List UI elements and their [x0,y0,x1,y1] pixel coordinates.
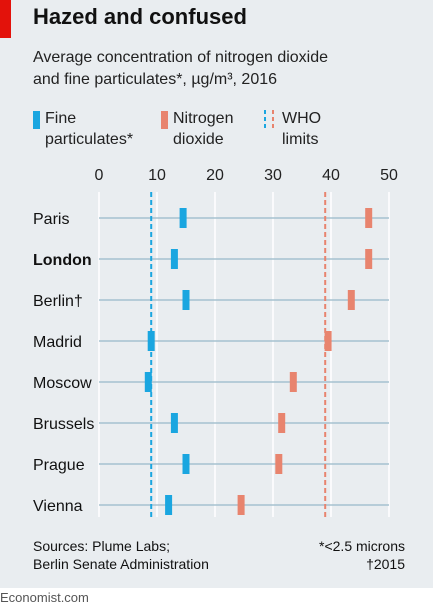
chart-sources: Sources: Plume Labs; Berlin Senate Admin… [33,538,209,572]
chart-title: Hazed and confused [33,4,247,29]
x-tick-label: 40 [322,167,340,184]
category-label: Berlin† [33,293,83,310]
category-label: Prague [33,457,85,474]
subtitle-line-1: Average concentration of nitrogen dioxid… [33,49,329,66]
x-tick-label: 20 [206,167,224,184]
fine-particulates-marker [147,331,155,351]
legend-fine-label: Fine particulates* [45,110,134,148]
fine-particulates-marker [170,413,178,433]
fine-particulates-marker [182,290,190,310]
nitrogen-dioxide-marker [365,249,373,269]
nitrogen-dioxide-marker [237,495,245,515]
category-label: Brussels [33,416,94,433]
nitrogen-dioxide-marker [289,372,297,392]
category-label: London [33,252,92,269]
legend-no2-label: Nitrogen dioxide [173,110,234,148]
fine-particulates-marker [170,249,178,269]
fine-particulates-marker [144,372,152,392]
chart-card: Hazed and confused Average concentration… [0,0,433,588]
legend-who-label: WHO limits [282,110,322,148]
subtitle-line-2: and fine particulates*, µg/m³, 2016 [33,71,278,88]
nitrogen-dioxide-marker [324,331,332,351]
nitrogen-dioxide-marker [365,208,373,228]
category-label: Moscow [33,375,92,392]
chart-subtitle: Average concentration of nitrogen dioxid… [33,47,423,91]
legend-fine-swatch [33,111,40,129]
source-credit: Economist.com [0,590,89,605]
chart-notes: *<2.5 microns †2015 [319,538,405,572]
x-tick-label: 10 [148,167,166,184]
category-label: Madrid [33,334,82,351]
nitrogen-dioxide-marker [278,413,286,433]
x-tick-label: 0 [95,167,104,184]
x-tick-label: 50 [380,167,398,184]
nitrogen-dioxide-marker [275,454,283,474]
fine-particulates-marker [179,208,187,228]
category-label: Paris [33,211,69,228]
chart-plot: 0 10 20 30 40 50 Paris London Berlin† Madrid Mosco… [33,167,398,517]
nitrogen-dioxide-marker [347,290,355,310]
brand-tag [0,0,11,38]
category-label: Vienna [33,498,83,515]
x-tick-label: 30 [264,167,282,184]
fine-particulates-marker [165,495,173,515]
legend-no2-swatch [161,111,168,129]
fine-particulates-marker [182,454,190,474]
